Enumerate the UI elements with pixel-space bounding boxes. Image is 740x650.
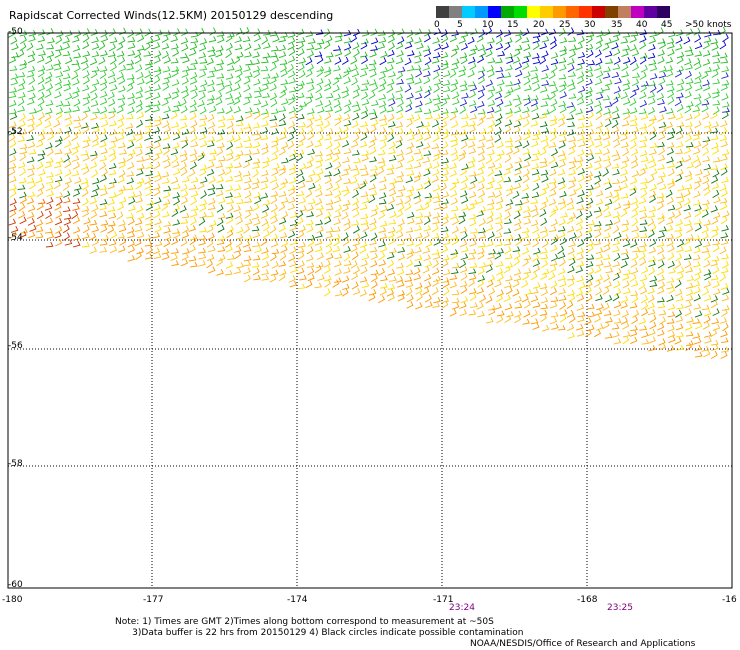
colorbar-swatch bbox=[462, 6, 475, 18]
lat-label-58: -58 bbox=[8, 459, 23, 469]
colorbar-swatch bbox=[501, 6, 514, 18]
chart-title: Rapidscat Corrected Winds(12.5KM) 201501… bbox=[9, 9, 334, 22]
lat-label-56: -56 bbox=[8, 341, 23, 351]
lat-label-52: -52 bbox=[8, 127, 23, 137]
colorbar-label: 25 bbox=[559, 20, 571, 30]
colorbar-swatch bbox=[618, 6, 631, 18]
footnote-line-1: Note: 1) Times are GMT 2)Times along bot… bbox=[115, 617, 494, 627]
lon-label-180: -180 bbox=[2, 595, 23, 605]
lat-label-60: -60 bbox=[8, 580, 23, 590]
colorbar-label: 45 bbox=[661, 20, 673, 30]
colorbar-label: 40 bbox=[636, 20, 648, 30]
colorbar-swatch bbox=[527, 6, 540, 18]
colorbar-swatch bbox=[657, 6, 670, 18]
colorbar-label: 15 bbox=[507, 20, 519, 30]
colorbar-swatch bbox=[540, 6, 553, 18]
lon-label-171: -171 bbox=[433, 595, 454, 605]
colorbar-swatch bbox=[566, 6, 579, 18]
colorbar-swatch bbox=[436, 6, 449, 18]
colorbar-swatch bbox=[514, 6, 527, 18]
colorbar-swatch bbox=[488, 6, 501, 18]
colorbar-label: 35 bbox=[611, 20, 623, 30]
colorbar-swatch bbox=[644, 6, 657, 18]
colorbar-label: >50 knots bbox=[685, 20, 732, 30]
map-frame bbox=[7, 32, 733, 589]
colorbar-label: 20 bbox=[533, 20, 545, 30]
lon-label-174: -174 bbox=[287, 595, 308, 605]
credit-line: NOAA/NESDIS/Office of Research and Appli… bbox=[470, 639, 696, 649]
colorbar-label: 30 bbox=[584, 20, 596, 30]
lon-label-168: -168 bbox=[577, 595, 598, 605]
lat-label-50: -50 bbox=[8, 27, 23, 37]
time-label-2324: 23:24 bbox=[449, 603, 475, 613]
lat-label-54: -54 bbox=[8, 233, 23, 243]
colorbar-swatch bbox=[579, 6, 592, 18]
colorbar-labels: 0 5 10 15 20 25 30 35 40 45 >50 knots bbox=[430, 20, 740, 32]
colorbar-swatch bbox=[449, 6, 462, 18]
colorbar-label: 10 bbox=[482, 20, 494, 30]
colorbar-label: 5 bbox=[457, 20, 463, 30]
colorbar-swatch bbox=[592, 6, 605, 18]
colorbar-swatch bbox=[475, 6, 488, 18]
colorbar-label: 0 bbox=[434, 20, 440, 30]
footnotes: Note: 1) Times are GMT 2)Times along bot… bbox=[115, 617, 524, 639]
wind-speed-colorbar bbox=[436, 6, 670, 18]
colorbar-swatch bbox=[605, 6, 618, 18]
wind-barbs bbox=[8, 26, 730, 359]
time-label-2325: 23:25 bbox=[607, 603, 633, 613]
lon-label-16: -16 bbox=[722, 595, 737, 605]
colorbar-swatch bbox=[631, 6, 644, 18]
footnote-line-2: 3)Data buffer is 22 hrs from 20150129 4)… bbox=[115, 628, 524, 638]
lon-label-177: -177 bbox=[143, 595, 164, 605]
colorbar-swatch bbox=[553, 6, 566, 18]
